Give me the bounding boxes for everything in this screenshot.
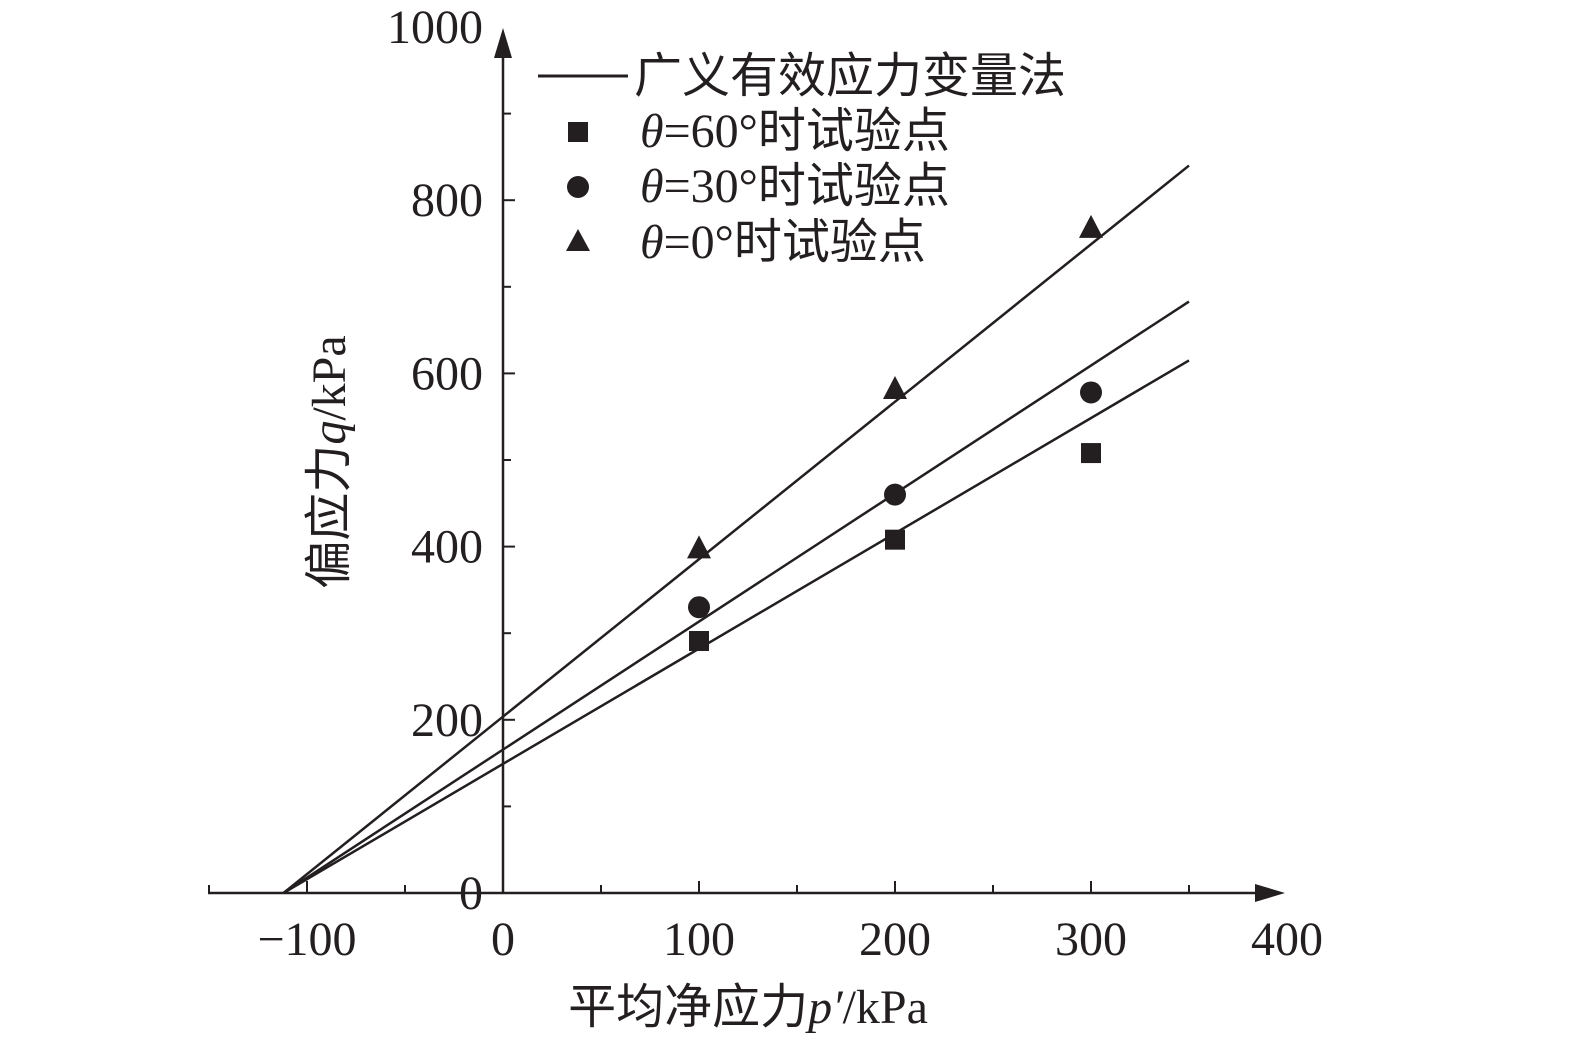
fit-line (282, 164, 1190, 894)
data-point-square (689, 630, 709, 651)
legend-label-60: θ=60°时试验点 (640, 105, 950, 158)
y-axis-title-unit: /kPa (303, 335, 356, 420)
y-axis-title: 偏应力q/kPa (303, 335, 356, 588)
x-tick-label: −100 (257, 913, 356, 966)
x-tick-label: 200 (859, 913, 931, 966)
x-axis-title-prefix: 平均净应力 (568, 981, 808, 1034)
data-point-triangle (1079, 214, 1103, 238)
x-tick-label: 300 (1055, 913, 1127, 966)
legend-label-30-text: =30°时试验点 (664, 160, 950, 213)
x-tick-label: 0 (491, 913, 515, 966)
tick-labels: −100 0 100 200 300 400 0 200 400 600 800 1000 (257, 1, 1323, 966)
legend-square-marker (568, 122, 588, 142)
y-tick-label: 200 (411, 694, 483, 747)
fit-lines (282, 164, 1190, 895)
legend-label-0-text: =0°时试验点 (664, 216, 926, 269)
y-tick-label: 400 (411, 521, 483, 574)
legend: 广义有效应力变量法 θ=60°时试验点 θ=30°时试验点 θ=0°时试验点 (538, 50, 1066, 269)
y-tick-label: 800 (411, 174, 483, 227)
data-point-triangle (883, 375, 907, 399)
data-point-triangle (687, 535, 711, 559)
legend-label-0: θ=0°时试验点 (640, 216, 926, 269)
data-point-circle (884, 483, 906, 506)
y-tick-label: 0 (459, 867, 483, 920)
legend-triangle-marker (566, 229, 590, 251)
x-axis-title-var: p′ (805, 981, 844, 1034)
fit-line (282, 359, 1190, 895)
legend-label-30: θ=30°时试验点 (640, 160, 950, 213)
y-axis-title-var: q (303, 421, 356, 445)
y-axis-title-prefix: 偏应力 (303, 445, 356, 589)
y-tick-label: 600 (411, 347, 483, 400)
data-point-square (885, 529, 905, 550)
y-tick-label: 1000 (387, 1, 483, 54)
legend-label-30-var: θ (640, 160, 664, 213)
data-points (687, 214, 1103, 651)
x-tick-label: 400 (1251, 913, 1323, 966)
y-axis-arrow (494, 28, 512, 58)
legend-label-fit: 广义有效应力变量法 (634, 50, 1066, 103)
data-point-square (1081, 443, 1101, 464)
data-point-circle (688, 596, 710, 619)
axes (208, 28, 1285, 902)
legend-label-60-var: θ (640, 105, 664, 158)
data-point-circle (1080, 381, 1102, 404)
fit-line (282, 300, 1190, 895)
x-tick-label: 100 (663, 913, 735, 966)
legend-label-60-text: =60°时试验点 (664, 105, 950, 158)
legend-label-fit-text: 广义有效应力变量法 (634, 50, 1066, 103)
legend-circle-marker (567, 176, 589, 198)
x-axis-title-unit: /kPa (843, 981, 928, 1034)
legend-label-0-var: θ (640, 216, 664, 269)
x-axis-title: 平均净应力p′/kPa (568, 981, 928, 1034)
x-axis-arrow (1255, 884, 1285, 902)
